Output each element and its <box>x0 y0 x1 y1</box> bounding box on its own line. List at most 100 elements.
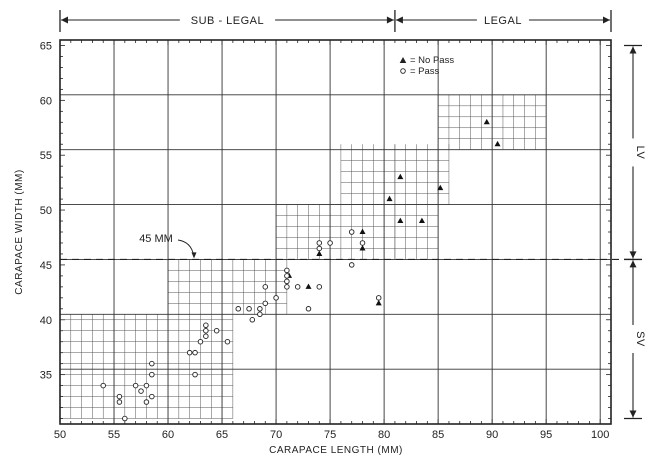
pass-point <box>375 295 382 301</box>
pass-point <box>316 284 323 290</box>
x-tick-label: 90 <box>486 429 498 441</box>
pass-point <box>284 284 290 290</box>
no-pass-point <box>494 140 501 147</box>
x-tick-label: 70 <box>270 429 282 441</box>
pass-point <box>186 349 193 356</box>
fine-grid-region <box>167 259 288 315</box>
legend: = No Pass= Pass <box>399 55 454 77</box>
y-tick-label: 60 <box>40 95 52 107</box>
no-pass-point <box>418 217 425 224</box>
band-arrow-head <box>603 16 610 24</box>
band-arrow-head <box>386 16 394 24</box>
data-points <box>100 118 501 422</box>
pass-point <box>224 338 231 345</box>
y-tick-label: 65 <box>40 40 52 52</box>
pass-point <box>203 327 209 334</box>
y-tick-label: 35 <box>40 370 52 382</box>
pass-point <box>143 382 150 389</box>
pass-point <box>284 278 290 285</box>
pass-point <box>257 311 263 318</box>
band-arrow-head <box>395 16 403 24</box>
band-arrow-head <box>629 251 637 259</box>
legend-label: = Pass <box>410 66 440 77</box>
y-tick-label: 55 <box>40 150 52 162</box>
no-pass-point <box>483 118 490 125</box>
pass-point <box>213 327 220 334</box>
pass-point <box>203 333 209 339</box>
y-tick-label: 50 <box>40 205 52 217</box>
band-arrow-head <box>61 16 68 24</box>
no-pass-point <box>437 184 444 191</box>
band-label: LEGAL <box>484 15 522 27</box>
x-tick-label: 65 <box>216 429 228 441</box>
no-pass-point <box>305 283 312 289</box>
pass-point <box>359 240 366 246</box>
pass-point <box>235 306 242 312</box>
no-pass-point <box>397 173 404 180</box>
x-axis-label: CARAPACE LENGTH (MM) <box>269 445 403 456</box>
fine-grid <box>59 94 547 419</box>
y-tick-label: 45 <box>40 260 52 272</box>
pass-point <box>149 360 155 367</box>
x-tick-label: 85 <box>432 429 444 441</box>
pass-point <box>327 240 333 246</box>
x-tick-label: 50 <box>54 429 66 441</box>
pass-point <box>149 393 155 400</box>
fine-grid-region <box>394 144 450 205</box>
y-tick-labels: 35 40 45 50 55 60 65 <box>40 40 52 381</box>
y-axis-label: CARAPACE WIDTH (MM) <box>14 169 25 294</box>
legend-circle-marker <box>400 68 406 74</box>
pass-point <box>305 306 312 312</box>
pass-point <box>149 371 155 378</box>
no-pass-point <box>359 228 366 234</box>
pass-point <box>116 393 123 400</box>
tick-marks <box>60 40 611 424</box>
x-tick-labels: 50 55 60 65 70 75 80 85 90 95 100 <box>54 429 610 441</box>
right-bands: LV SV <box>624 44 646 420</box>
pass-point <box>262 300 269 307</box>
pass-point <box>192 371 198 378</box>
pass-point <box>116 399 123 405</box>
pass-point <box>348 262 355 268</box>
pass-point <box>246 306 252 312</box>
fine-grid-region <box>275 204 396 260</box>
pass-point <box>273 295 279 301</box>
pass-point <box>122 415 128 422</box>
y-tick-label: 40 <box>40 315 52 327</box>
no-pass-point <box>316 250 323 256</box>
fine-grid-region <box>340 144 396 205</box>
pass-point <box>197 338 204 345</box>
x-tick-label: 95 <box>540 429 552 441</box>
pass-point <box>262 284 269 290</box>
pass-point <box>316 245 323 252</box>
no-pass-point <box>397 217 404 224</box>
pass-point <box>294 284 301 290</box>
threshold-label: 45 MM <box>139 233 173 245</box>
pass-point <box>316 240 323 246</box>
no-pass-point <box>359 245 366 251</box>
plot-frame <box>59 39 612 425</box>
x-tick-label: 80 <box>378 429 390 441</box>
top-bands: SUB - LEGAL LEGAL <box>59 10 612 32</box>
pass-point <box>257 306 263 312</box>
legend-label: = No Pass <box>410 55 454 66</box>
no-pass-point <box>375 299 382 306</box>
band-arrow-head <box>629 410 637 418</box>
band-label: SV <box>634 331 646 347</box>
threshold-leader <box>177 239 195 258</box>
legend-triangle-marker <box>399 57 407 63</box>
threshold-arrow-head <box>191 252 197 259</box>
pass-point <box>192 349 198 356</box>
x-tick-label: 60 <box>162 429 174 441</box>
pass-point <box>100 382 106 389</box>
pass-point <box>284 273 290 279</box>
threshold-marker: 45 MM <box>60 233 636 261</box>
major-grid <box>60 40 611 424</box>
fine-grid-region <box>394 204 439 260</box>
pass-point <box>284 267 290 274</box>
band-arrow-head <box>629 260 637 268</box>
x-tick-label: 55 <box>108 429 120 441</box>
no-pass-point <box>386 195 393 202</box>
x-tick-label: 100 <box>591 429 609 441</box>
